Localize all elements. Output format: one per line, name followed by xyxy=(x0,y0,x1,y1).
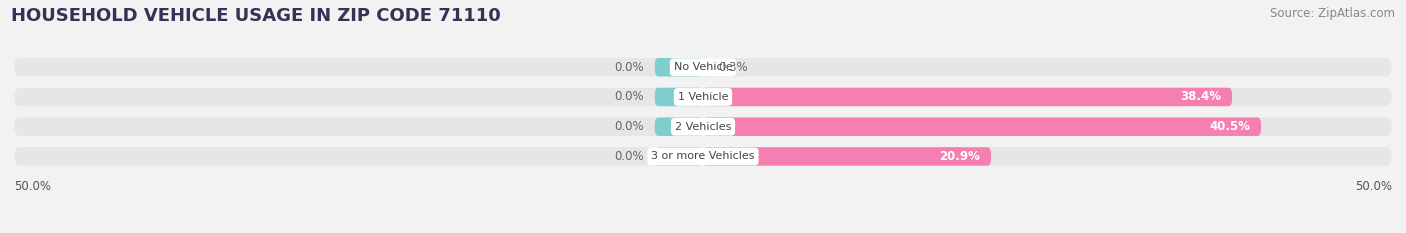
Text: 38.4%: 38.4% xyxy=(1180,90,1220,103)
Text: 50.0%: 50.0% xyxy=(1355,180,1392,193)
FancyBboxPatch shape xyxy=(703,58,707,76)
Text: 0.3%: 0.3% xyxy=(718,61,748,74)
FancyBboxPatch shape xyxy=(14,88,1392,106)
FancyBboxPatch shape xyxy=(655,117,703,136)
Text: 50.0%: 50.0% xyxy=(14,180,51,193)
FancyBboxPatch shape xyxy=(655,88,703,106)
FancyBboxPatch shape xyxy=(14,117,1392,136)
Text: 20.9%: 20.9% xyxy=(939,150,980,163)
FancyBboxPatch shape xyxy=(655,147,703,166)
Text: HOUSEHOLD VEHICLE USAGE IN ZIP CODE 71110: HOUSEHOLD VEHICLE USAGE IN ZIP CODE 7111… xyxy=(11,7,501,25)
FancyBboxPatch shape xyxy=(703,117,1261,136)
Text: 40.5%: 40.5% xyxy=(1209,120,1250,133)
Text: 0.0%: 0.0% xyxy=(614,61,644,74)
Text: Source: ZipAtlas.com: Source: ZipAtlas.com xyxy=(1270,7,1395,20)
FancyBboxPatch shape xyxy=(703,88,1232,106)
Text: No Vehicle: No Vehicle xyxy=(673,62,733,72)
FancyBboxPatch shape xyxy=(655,58,703,76)
FancyBboxPatch shape xyxy=(14,58,1392,76)
Text: 0.0%: 0.0% xyxy=(614,90,644,103)
Text: 1 Vehicle: 1 Vehicle xyxy=(678,92,728,102)
Text: 0.0%: 0.0% xyxy=(614,120,644,133)
FancyBboxPatch shape xyxy=(703,147,991,166)
Text: 3 or more Vehicles: 3 or more Vehicles xyxy=(651,151,755,161)
Text: 0.0%: 0.0% xyxy=(614,150,644,163)
FancyBboxPatch shape xyxy=(14,147,1392,166)
Text: 2 Vehicles: 2 Vehicles xyxy=(675,122,731,132)
